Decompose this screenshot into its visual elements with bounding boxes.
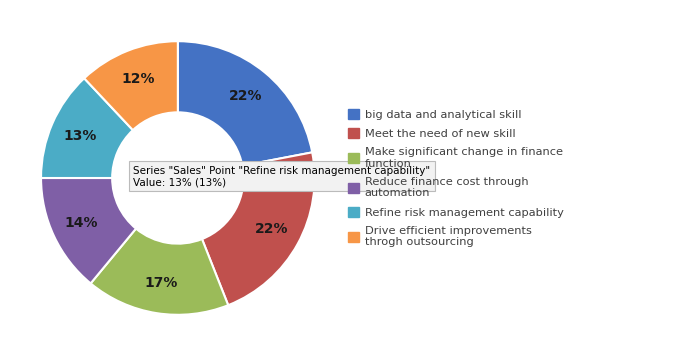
Legend: big data and analytical skill, Meet the need of new skill, Make significant chan: big data and analytical skill, Meet the … bbox=[347, 109, 564, 247]
Text: 17%: 17% bbox=[144, 276, 178, 290]
Wedge shape bbox=[41, 178, 136, 283]
Text: 22%: 22% bbox=[254, 222, 288, 236]
Wedge shape bbox=[41, 78, 133, 178]
Text: 13%: 13% bbox=[63, 129, 96, 143]
Wedge shape bbox=[202, 152, 315, 305]
Wedge shape bbox=[91, 229, 228, 315]
Text: 14%: 14% bbox=[64, 216, 98, 230]
Wedge shape bbox=[178, 41, 312, 166]
Text: 12%: 12% bbox=[122, 72, 155, 86]
Wedge shape bbox=[84, 41, 178, 130]
Text: Series "Sales" Point "Refine risk management capability"
Value: 13% (13%): Series "Sales" Point "Refine risk manage… bbox=[133, 166, 430, 187]
Text: 22%: 22% bbox=[229, 89, 263, 103]
